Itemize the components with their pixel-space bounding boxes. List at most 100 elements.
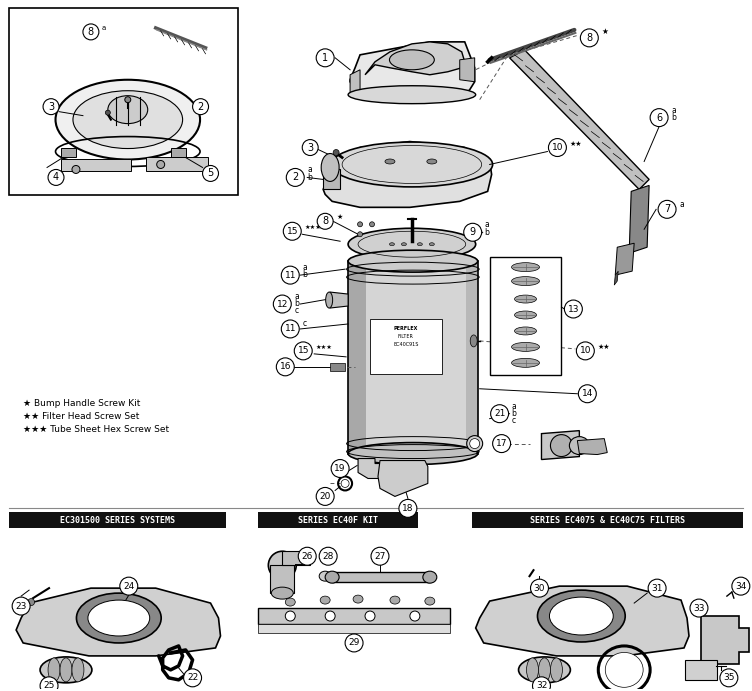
Ellipse shape <box>72 165 80 173</box>
Polygon shape <box>365 42 465 75</box>
Ellipse shape <box>326 292 332 308</box>
Text: 24: 24 <box>123 582 135 591</box>
Ellipse shape <box>514 327 536 335</box>
Text: 23: 23 <box>16 602 27 611</box>
Circle shape <box>12 597 30 615</box>
Polygon shape <box>16 588 220 656</box>
Ellipse shape <box>271 587 293 599</box>
Ellipse shape <box>467 435 483 451</box>
Ellipse shape <box>77 593 161 643</box>
Ellipse shape <box>511 276 539 285</box>
Polygon shape <box>61 148 76 158</box>
Text: ★ Bump Handle Screw Kit: ★ Bump Handle Screw Kit <box>23 399 141 408</box>
Text: 9: 9 <box>470 227 476 237</box>
Circle shape <box>43 99 59 115</box>
Text: 11: 11 <box>284 271 296 280</box>
Text: ★★: ★★ <box>569 140 582 146</box>
Text: b: b <box>484 228 490 237</box>
Polygon shape <box>685 660 717 680</box>
Ellipse shape <box>550 658 562 682</box>
Text: 32: 32 <box>535 681 547 690</box>
Text: 11: 11 <box>284 325 296 334</box>
Polygon shape <box>330 363 345 371</box>
Polygon shape <box>327 292 348 308</box>
Polygon shape <box>510 50 649 189</box>
Polygon shape <box>578 439 608 455</box>
Circle shape <box>316 49 334 67</box>
Text: 17: 17 <box>496 439 508 448</box>
Polygon shape <box>350 70 360 95</box>
Ellipse shape <box>321 153 339 182</box>
Polygon shape <box>615 243 634 275</box>
Text: b: b <box>511 408 517 417</box>
Polygon shape <box>259 624 450 633</box>
Text: 19: 19 <box>335 464 346 473</box>
Ellipse shape <box>427 159 437 164</box>
Polygon shape <box>541 430 579 460</box>
Ellipse shape <box>48 658 60 682</box>
Text: 6: 6 <box>656 113 663 122</box>
Circle shape <box>48 169 64 185</box>
Polygon shape <box>259 608 450 624</box>
Polygon shape <box>282 551 311 565</box>
Text: b: b <box>308 173 312 182</box>
Text: a: a <box>294 292 299 301</box>
Text: 8: 8 <box>587 33 593 43</box>
Circle shape <box>410 611 420 621</box>
Circle shape <box>490 405 508 423</box>
Circle shape <box>399 500 417 518</box>
Text: 15: 15 <box>298 346 309 355</box>
Text: PERFLEX: PERFLEX <box>394 326 418 332</box>
Polygon shape <box>348 261 478 453</box>
Polygon shape <box>465 261 478 453</box>
Circle shape <box>371 547 389 565</box>
Circle shape <box>565 300 582 318</box>
FancyBboxPatch shape <box>490 257 562 375</box>
Ellipse shape <box>390 243 395 246</box>
Ellipse shape <box>73 91 183 149</box>
Text: 29: 29 <box>348 638 359 647</box>
Ellipse shape <box>511 343 539 352</box>
Text: 2: 2 <box>292 173 299 182</box>
Text: 3: 3 <box>307 142 314 153</box>
Circle shape <box>287 169 305 187</box>
Ellipse shape <box>88 600 150 636</box>
Circle shape <box>294 342 312 360</box>
Text: 7: 7 <box>664 205 670 214</box>
Circle shape <box>302 140 318 155</box>
Circle shape <box>365 611 375 621</box>
Ellipse shape <box>390 50 435 70</box>
Text: 12: 12 <box>277 299 288 309</box>
Circle shape <box>658 200 676 218</box>
Ellipse shape <box>425 597 435 605</box>
Polygon shape <box>459 58 475 82</box>
Ellipse shape <box>60 658 72 682</box>
Ellipse shape <box>538 590 625 642</box>
Ellipse shape <box>105 110 111 115</box>
Ellipse shape <box>357 231 362 237</box>
Ellipse shape <box>331 142 493 187</box>
Polygon shape <box>348 261 366 453</box>
Circle shape <box>299 547 316 565</box>
Text: 14: 14 <box>581 389 593 398</box>
Text: a: a <box>302 263 307 272</box>
Circle shape <box>284 223 302 240</box>
Circle shape <box>316 487 334 505</box>
Text: ★★★: ★★★ <box>315 345 332 350</box>
Circle shape <box>83 24 99 40</box>
Text: 10: 10 <box>580 346 591 355</box>
Text: 1: 1 <box>322 53 328 63</box>
Text: a: a <box>102 25 106 31</box>
Circle shape <box>648 579 666 597</box>
Polygon shape <box>332 572 430 582</box>
FancyBboxPatch shape <box>9 512 226 529</box>
Text: SERIES EC4075 & EC40C75 FILTERS: SERIES EC4075 & EC40C75 FILTERS <box>529 516 685 525</box>
Circle shape <box>317 214 333 229</box>
Text: 30: 30 <box>534 584 545 593</box>
Text: c: c <box>294 306 299 315</box>
Ellipse shape <box>348 443 478 464</box>
Ellipse shape <box>28 598 35 605</box>
FancyBboxPatch shape <box>472 512 743 529</box>
Text: EC40C91S: EC40C91S <box>393 343 419 348</box>
Polygon shape <box>476 586 689 656</box>
